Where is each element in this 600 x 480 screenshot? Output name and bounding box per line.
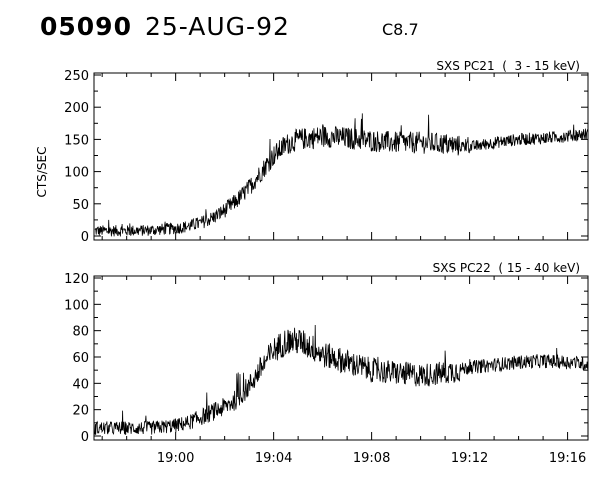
x-tick-label: 19:12	[451, 451, 488, 466]
x-tick-label: 19:08	[353, 451, 390, 466]
y-tick-label: 0	[81, 230, 89, 245]
y-tick-label: 60	[72, 351, 89, 366]
y-tick-label: 40	[72, 377, 89, 392]
panel1-series-0-trace	[94, 113, 588, 237]
x-tick-label: 19:00	[157, 451, 194, 466]
y-tick-label: 120	[64, 272, 89, 287]
panel1-title: SXS PC21 ( 3 - 15 keV)	[436, 59, 580, 73]
panel2-frame	[93, 275, 589, 441]
event-date: 25-AUG-92	[145, 12, 290, 41]
flare-class: C8.7	[382, 20, 419, 39]
x-tick-label: 19:04	[255, 451, 292, 466]
y-tick-label: 200	[64, 101, 89, 116]
panel1-frame	[93, 72, 589, 241]
y-tick-label: 100	[64, 166, 89, 181]
panel2-title: SXS PC22 ( 15 - 40 keV)	[433, 261, 580, 275]
x-tick-label: 19:16	[549, 451, 586, 466]
y-tick-label: 50	[72, 198, 89, 213]
y-tick-label: 100	[64, 298, 89, 313]
y-tick-label: 250	[64, 69, 89, 84]
panel1-ylabel: CTS/SEC	[35, 147, 49, 198]
y-tick-label: 80	[72, 325, 89, 340]
panel2-series-0-trace	[94, 324, 588, 435]
event-id: 05090	[40, 12, 132, 41]
y-tick-label: 20	[72, 404, 89, 419]
y-tick-label: 0	[81, 430, 89, 445]
y-tick-label: 150	[64, 133, 89, 148]
